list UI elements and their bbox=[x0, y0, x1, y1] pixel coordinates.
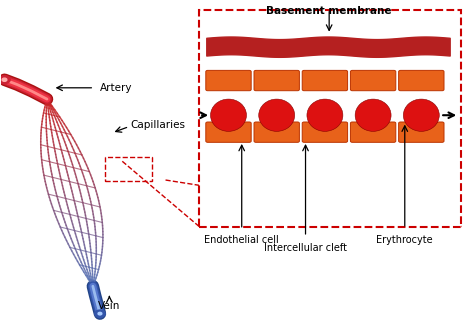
FancyBboxPatch shape bbox=[206, 122, 251, 142]
Ellipse shape bbox=[259, 99, 295, 131]
Bar bbox=[199, 10, 462, 226]
Ellipse shape bbox=[355, 99, 391, 131]
Text: Basement membrane: Basement membrane bbox=[266, 6, 392, 16]
Circle shape bbox=[95, 310, 105, 317]
Circle shape bbox=[2, 78, 7, 81]
FancyBboxPatch shape bbox=[399, 70, 444, 91]
FancyBboxPatch shape bbox=[302, 122, 347, 142]
FancyBboxPatch shape bbox=[350, 122, 396, 142]
Text: Endothelial cell: Endothelial cell bbox=[204, 235, 279, 245]
Text: Intercellular cleft: Intercellular cleft bbox=[264, 243, 347, 253]
FancyBboxPatch shape bbox=[254, 122, 300, 142]
Circle shape bbox=[98, 312, 102, 315]
FancyBboxPatch shape bbox=[302, 70, 347, 91]
FancyBboxPatch shape bbox=[399, 122, 444, 142]
Text: Erythrocyte: Erythrocyte bbox=[376, 235, 433, 245]
Text: Artery: Artery bbox=[100, 83, 132, 93]
FancyBboxPatch shape bbox=[350, 70, 396, 91]
Bar bbox=[105, 157, 152, 181]
Text: Capillaries: Capillaries bbox=[131, 120, 186, 130]
FancyBboxPatch shape bbox=[254, 70, 300, 91]
Ellipse shape bbox=[210, 99, 246, 131]
Ellipse shape bbox=[403, 99, 439, 131]
Circle shape bbox=[0, 76, 10, 84]
Text: Vein: Vein bbox=[98, 301, 120, 311]
FancyBboxPatch shape bbox=[206, 70, 251, 91]
Ellipse shape bbox=[307, 99, 343, 131]
